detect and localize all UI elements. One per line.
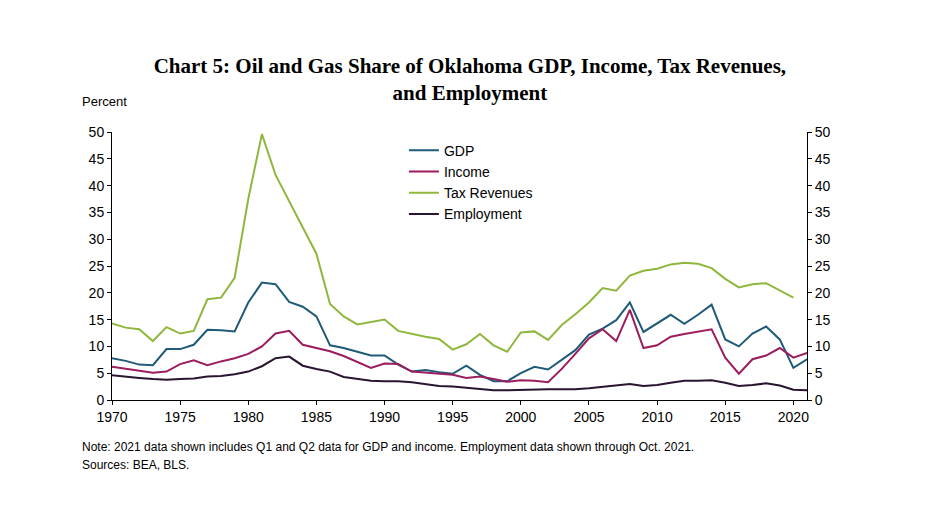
svg-text:15: 15	[815, 312, 831, 328]
svg-text:0: 0	[96, 392, 104, 408]
svg-text:2010: 2010	[642, 409, 673, 425]
svg-text:35: 35	[89, 204, 105, 220]
svg-text:25: 25	[815, 258, 831, 274]
svg-text:30: 30	[815, 231, 831, 247]
svg-text:Note: 2021 data shown includes: Note: 2021 data shown includes Q1 and Q2…	[82, 440, 694, 454]
svg-text:5: 5	[815, 365, 823, 381]
svg-text:1990: 1990	[369, 409, 400, 425]
svg-text:Income: Income	[444, 164, 490, 180]
svg-text:30: 30	[89, 231, 105, 247]
svg-text:Percent: Percent	[82, 94, 127, 109]
svg-text:1970: 1970	[96, 409, 127, 425]
svg-text:Sources: BEA, BLS.: Sources: BEA, BLS.	[82, 458, 189, 472]
svg-text:1980: 1980	[233, 409, 264, 425]
svg-text:Chart 5: Oil and Gas Share of: Chart 5: Oil and Gas Share of Oklahoma G…	[154, 54, 786, 105]
svg-text:Employment: Employment	[444, 206, 522, 222]
svg-text:50: 50	[89, 124, 105, 140]
svg-text:2015: 2015	[710, 409, 741, 425]
svg-text:45: 45	[815, 151, 831, 167]
svg-text:45: 45	[89, 151, 105, 167]
svg-text:2005: 2005	[573, 409, 604, 425]
svg-text:40: 40	[89, 178, 105, 194]
svg-text:Tax Revenues: Tax Revenues	[444, 185, 533, 201]
svg-text:10: 10	[89, 338, 105, 354]
svg-text:15: 15	[89, 312, 105, 328]
svg-text:GDP: GDP	[444, 143, 474, 159]
svg-text:20: 20	[89, 285, 105, 301]
svg-text:0: 0	[815, 392, 823, 408]
svg-text:1985: 1985	[301, 409, 332, 425]
svg-text:2020: 2020	[778, 409, 809, 425]
svg-text:50: 50	[815, 124, 831, 140]
svg-text:1975: 1975	[165, 409, 196, 425]
svg-text:35: 35	[815, 204, 831, 220]
svg-text:10: 10	[815, 338, 831, 354]
svg-text:2000: 2000	[505, 409, 536, 425]
svg-text:25: 25	[89, 258, 105, 274]
svg-text:5: 5	[96, 365, 104, 381]
svg-text:40: 40	[815, 178, 831, 194]
svg-text:1995: 1995	[437, 409, 468, 425]
svg-text:20: 20	[815, 285, 831, 301]
